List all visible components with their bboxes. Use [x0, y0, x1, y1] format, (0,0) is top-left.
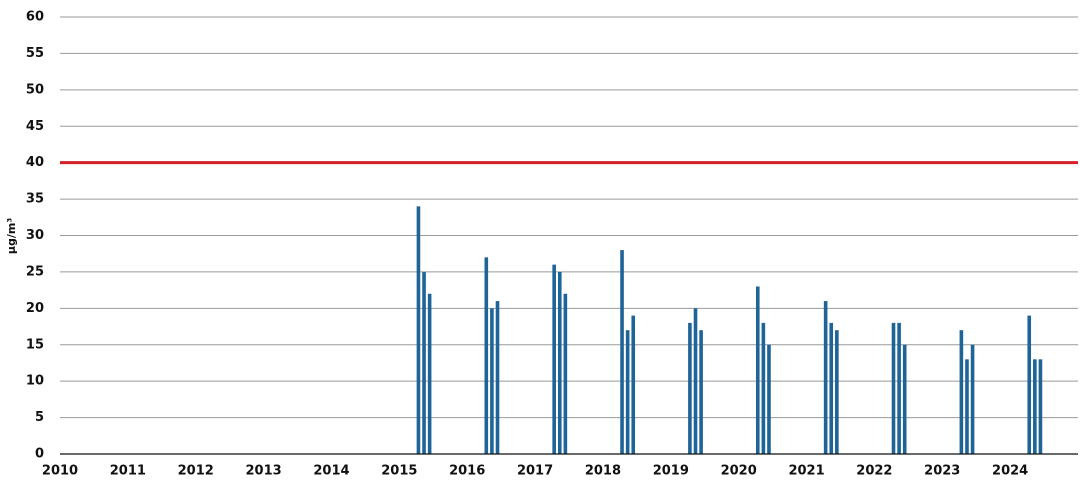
- x-tick-label: 2014: [313, 464, 349, 479]
- bar: [427, 293, 432, 454]
- x-tick-label: 2020: [721, 464, 757, 479]
- x-tick-label: 2021: [788, 464, 824, 479]
- bar: [552, 264, 556, 454]
- y-tick-label: 50: [26, 82, 44, 97]
- y-tick-label: 30: [26, 228, 44, 243]
- bar: [829, 322, 834, 454]
- x-tick-label: 2018: [585, 464, 621, 479]
- bar: [897, 322, 901, 454]
- y-tick-label: 40: [26, 155, 44, 170]
- x-tick-label: 2017: [517, 464, 553, 479]
- bar: [557, 271, 562, 454]
- bar: [563, 293, 568, 454]
- bar: [1038, 359, 1043, 454]
- bar: [1033, 359, 1037, 454]
- y-axis-label: µg/m³: [5, 218, 18, 254]
- x-tick-label: 2011: [110, 464, 146, 479]
- bar: [699, 330, 703, 454]
- y-tick-label: 5: [35, 410, 44, 425]
- y-tick-label: 10: [26, 374, 44, 389]
- bar: [693, 308, 698, 454]
- y-tick-label: 60: [26, 10, 44, 25]
- bar: [761, 322, 766, 454]
- y-tick-label: 55: [26, 46, 44, 61]
- y-tick-label: 0: [35, 447, 44, 462]
- x-tick-label: 2019: [653, 464, 689, 479]
- bar: [965, 359, 969, 454]
- bar: [970, 344, 975, 454]
- bar: [490, 308, 494, 454]
- bar: [755, 286, 760, 454]
- x-tick-label: 2023: [924, 464, 960, 479]
- x-tick-label: 2013: [246, 464, 282, 479]
- x-tick-label: 2016: [449, 464, 485, 479]
- x-tick-label: 2015: [381, 464, 417, 479]
- x-tick-label: 2024: [992, 464, 1028, 479]
- bar: [422, 271, 426, 454]
- bar: [959, 330, 964, 454]
- y-tick-label: 35: [26, 192, 44, 207]
- y-tick-label: 45: [26, 119, 44, 134]
- bar: [484, 257, 489, 454]
- x-tick-label: 2010: [42, 464, 78, 479]
- x-tick-label: 2012: [178, 464, 214, 479]
- bar: [688, 322, 692, 454]
- x-tick-label: 2022: [856, 464, 892, 479]
- y-tick-label: 25: [26, 264, 44, 279]
- bar: [625, 330, 630, 454]
- bar: [835, 330, 839, 454]
- bar: [495, 301, 500, 454]
- bar: [620, 250, 624, 454]
- bar: [767, 344, 771, 454]
- y-tick-label: 15: [26, 337, 44, 352]
- y-tick-label: 20: [26, 301, 44, 316]
- bar: [1027, 315, 1032, 454]
- bar: [902, 344, 907, 454]
- bar: [416, 206, 421, 454]
- bar: [823, 301, 828, 454]
- bar: [891, 322, 896, 454]
- bar: [631, 315, 636, 454]
